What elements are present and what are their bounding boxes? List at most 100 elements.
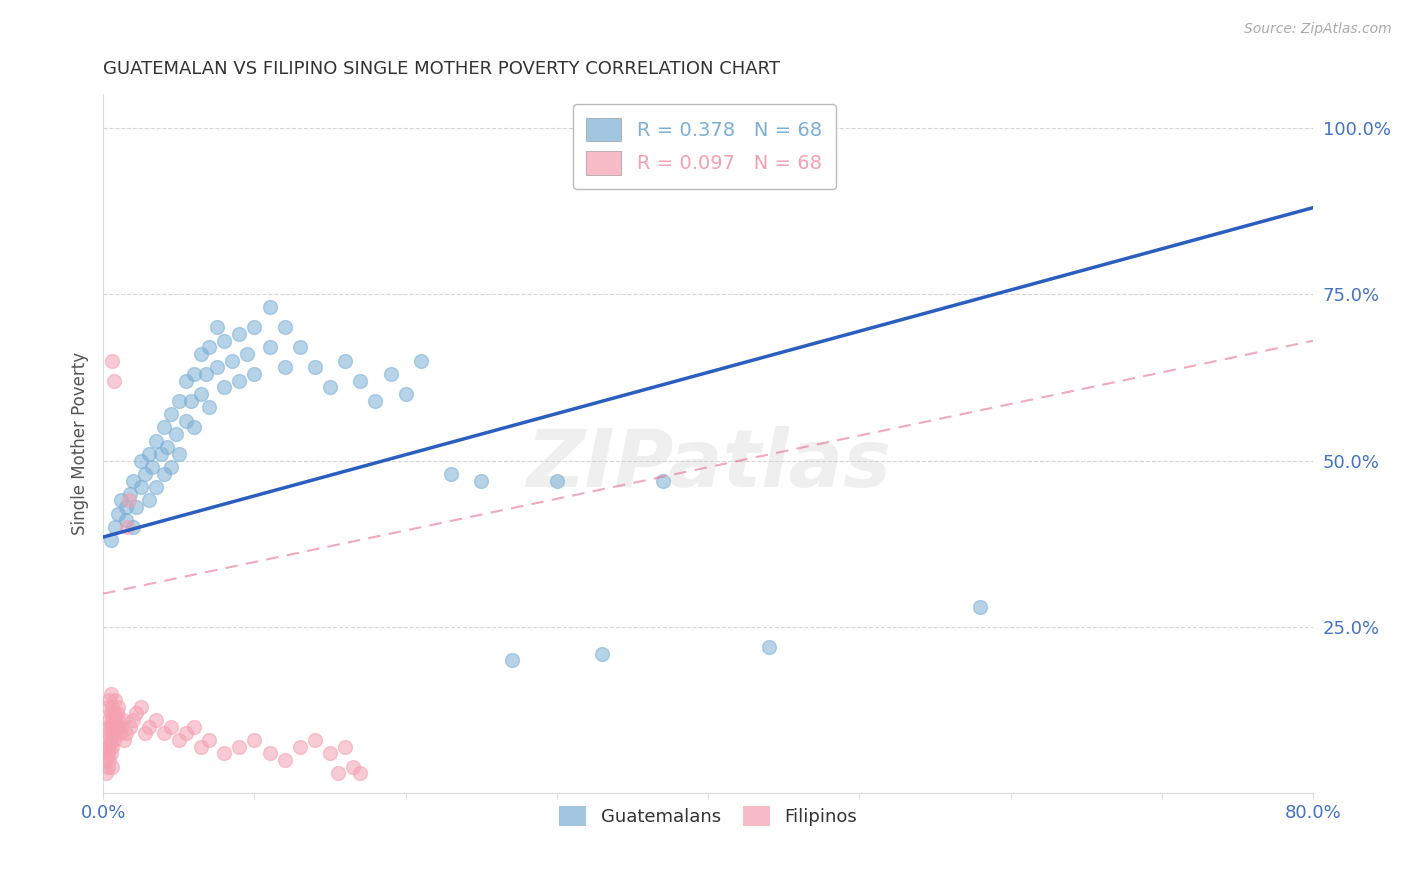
Point (104, 726, 127, 740)
Point (273, 320, 295, 334)
Point (120, 720, 142, 734)
Point (160, 720, 183, 734)
Point (349, 374, 371, 388)
Text: Source: ZipAtlas.com: Source: ZipAtlas.com (1244, 22, 1392, 37)
Point (97, 720, 120, 734)
Point (103, 733, 125, 747)
Point (107, 699, 129, 714)
Point (103, 720, 125, 734)
Point (129, 453, 152, 467)
Point (440, 467, 463, 481)
Point (100, 686, 122, 700)
Point (243, 367, 266, 381)
Point (101, 699, 124, 714)
Point (243, 733, 266, 747)
Point (183, 420, 205, 434)
Point (107, 507, 129, 521)
Point (122, 474, 145, 488)
Point (333, 353, 356, 368)
Point (176, 374, 198, 388)
Point (190, 387, 212, 401)
Point (110, 720, 132, 734)
Point (195, 367, 218, 381)
Point (105, 720, 128, 734)
Point (651, 474, 673, 488)
Point (100, 706, 122, 721)
Point (228, 374, 250, 388)
Point (100, 733, 122, 747)
Text: ZIPatlas: ZIPatlas (526, 425, 891, 504)
Point (134, 726, 156, 740)
Point (118, 493, 141, 508)
Point (111, 713, 134, 727)
Point (145, 713, 167, 727)
Point (96, 766, 118, 780)
Point (105, 706, 128, 721)
Point (114, 513, 136, 527)
Point (108, 726, 131, 740)
Point (591, 647, 613, 661)
Point (100, 533, 122, 548)
Point (103, 706, 125, 721)
Point (183, 720, 205, 734)
Point (98, 713, 121, 727)
Point (180, 393, 202, 408)
Point (342, 760, 364, 774)
Point (98, 693, 121, 707)
Point (259, 301, 281, 315)
Point (122, 520, 145, 534)
Point (114, 500, 136, 515)
Point (546, 474, 568, 488)
Point (380, 367, 402, 381)
Point (273, 753, 295, 767)
Point (167, 447, 190, 461)
Point (149, 447, 172, 461)
Legend: Guatemalans, Filipinos: Guatemalans, Filipinos (553, 799, 865, 833)
Point (110, 493, 132, 508)
Point (145, 434, 167, 448)
Point (103, 374, 125, 388)
Point (125, 500, 148, 515)
Point (326, 766, 349, 780)
Point (190, 347, 212, 361)
Point (152, 420, 174, 434)
Point (198, 401, 221, 415)
Point (152, 726, 174, 740)
Point (138, 720, 160, 734)
Point (152, 467, 174, 481)
Point (145, 480, 167, 494)
Point (319, 747, 342, 761)
Point (212, 334, 235, 348)
Point (101, 739, 124, 754)
Point (364, 393, 387, 408)
Point (228, 327, 250, 342)
Point (101, 353, 124, 368)
Point (98, 753, 121, 767)
Point (167, 393, 190, 408)
Point (104, 520, 127, 534)
Point (501, 653, 523, 667)
Point (198, 340, 221, 354)
Point (100, 747, 122, 761)
Point (319, 380, 342, 394)
Point (259, 340, 281, 354)
Point (117, 520, 139, 534)
Point (96, 753, 118, 767)
Point (100, 720, 122, 734)
Point (160, 460, 183, 475)
Point (395, 387, 418, 401)
Point (98, 726, 121, 740)
Point (138, 447, 160, 461)
Point (758, 640, 780, 654)
Point (97, 733, 120, 747)
Point (120, 487, 142, 501)
Point (97, 747, 120, 761)
Point (304, 360, 326, 375)
Point (198, 733, 221, 747)
Point (134, 467, 156, 481)
Point (273, 360, 295, 375)
Point (470, 474, 492, 488)
Point (112, 733, 135, 747)
Point (107, 713, 129, 727)
Point (129, 699, 152, 714)
